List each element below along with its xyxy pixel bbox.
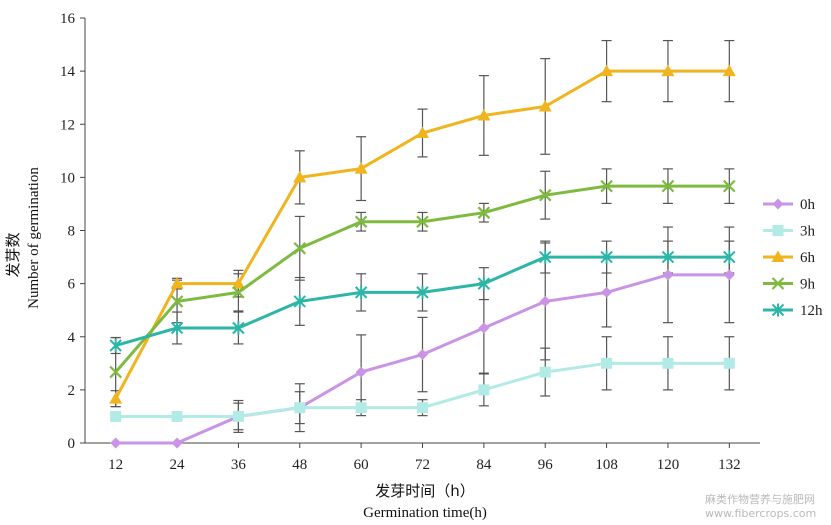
x-tick-label: 12 xyxy=(108,457,123,473)
y-tick-label: 6 xyxy=(68,277,76,293)
y-tick-label: 8 xyxy=(68,224,76,240)
data-point-6h xyxy=(477,108,491,121)
legend-marker xyxy=(772,225,784,236)
data-point-9h xyxy=(661,179,675,193)
axes xyxy=(80,17,760,448)
data-point-0h xyxy=(478,322,490,334)
x-tick-label: 108 xyxy=(595,457,618,473)
data-point-6h xyxy=(231,277,245,289)
data-point-12h xyxy=(232,321,245,335)
legend: 0h 3h 6h 9h 12h xyxy=(763,197,823,319)
data-point-3h xyxy=(417,402,428,414)
x-tick-label: 132 xyxy=(718,457,741,473)
data-point-3h xyxy=(110,410,122,422)
y-tick-label: 0 xyxy=(68,436,76,452)
data-point-6h xyxy=(354,162,368,174)
data-point-9h xyxy=(109,365,122,379)
y-tick-label: 10 xyxy=(60,170,75,186)
legend-label: 0h xyxy=(800,197,816,213)
y-axis-title-cn: 发芽数 xyxy=(4,232,22,277)
legend-marker xyxy=(771,250,785,262)
data-point-6h xyxy=(416,126,429,139)
y-tick-label: 12 xyxy=(60,117,75,133)
data-point-12h xyxy=(170,321,184,335)
data-point-9h xyxy=(416,215,429,229)
data-point-12h xyxy=(109,339,122,353)
data-point-9h xyxy=(232,286,245,299)
x-tick-label: 24 xyxy=(170,457,186,473)
data-point-6h xyxy=(661,64,675,77)
series-markers xyxy=(109,64,736,449)
data-point-6h xyxy=(538,99,552,112)
data-point-6h xyxy=(722,64,736,77)
data-point-12h xyxy=(354,285,368,299)
x-tick-label: 96 xyxy=(538,457,554,473)
data-point-0h xyxy=(355,366,367,378)
data-point-12h xyxy=(416,285,429,299)
data-point-0h xyxy=(171,437,183,449)
y-tick-label: 4 xyxy=(68,330,76,346)
data-point-12h xyxy=(477,277,491,291)
legend-label: 12h xyxy=(800,303,823,319)
data-point-12h xyxy=(723,250,736,264)
y-tick-label: 16 xyxy=(60,11,76,27)
legend-label: 3h xyxy=(800,224,816,240)
x-tick-label: 60 xyxy=(354,457,369,473)
data-point-9h xyxy=(477,206,491,219)
x-axis-title-en: Germination time(h) xyxy=(363,505,487,521)
data-point-9h xyxy=(170,295,184,308)
x-tick-label: 120 xyxy=(657,457,680,473)
x-tick-label: 48 xyxy=(292,457,307,473)
legend-marker xyxy=(772,198,784,210)
data-point-0h xyxy=(110,437,122,449)
legend-label: 9h xyxy=(800,277,816,293)
watermark-line1: 麻类作物营养与施肥网 xyxy=(705,492,815,506)
data-point-3h xyxy=(601,357,613,369)
data-point-3h xyxy=(355,402,367,414)
legend-marker xyxy=(771,277,785,290)
data-point-12h xyxy=(661,250,675,264)
x-tick-label: 36 xyxy=(231,457,247,473)
y-axis-title-en: Number of germination xyxy=(26,167,42,309)
legend-label: 6h xyxy=(800,250,816,266)
data-point-3h xyxy=(539,366,551,378)
data-point-3h xyxy=(478,384,490,396)
data-point-9h xyxy=(538,188,552,202)
error-bars xyxy=(110,39,735,433)
data-point-9h xyxy=(600,179,613,193)
data-point-0h xyxy=(601,286,613,298)
data-point-12h xyxy=(293,294,306,308)
x-axis-title-cn: 发芽时间（h） xyxy=(375,482,475,500)
data-point-6h xyxy=(170,277,184,289)
x-tick-label: 72 xyxy=(415,457,430,473)
data-point-0h xyxy=(662,269,674,281)
data-point-6h xyxy=(109,392,123,404)
data-point-3h xyxy=(232,410,244,422)
data-point-9h xyxy=(723,179,736,193)
watermark-line2: www.fibercrops.com xyxy=(705,507,816,520)
data-point-6h xyxy=(600,64,614,77)
y-tick-label: 14 xyxy=(60,64,76,80)
data-point-0h xyxy=(539,295,551,307)
data-point-9h xyxy=(293,242,307,255)
data-point-3h xyxy=(723,357,735,369)
y-tick-label: 2 xyxy=(68,383,76,399)
data-point-3h xyxy=(171,410,183,422)
data-point-12h xyxy=(539,250,552,264)
legend-marker xyxy=(771,303,785,317)
data-point-12h xyxy=(600,250,613,264)
data-point-3h xyxy=(662,357,674,369)
data-point-9h xyxy=(354,215,368,229)
data-point-0h xyxy=(417,349,428,361)
data-point-3h xyxy=(294,402,306,414)
data-point-6h xyxy=(293,170,307,183)
data-point-0h xyxy=(723,269,735,281)
x-tick-label: 84 xyxy=(476,457,492,473)
